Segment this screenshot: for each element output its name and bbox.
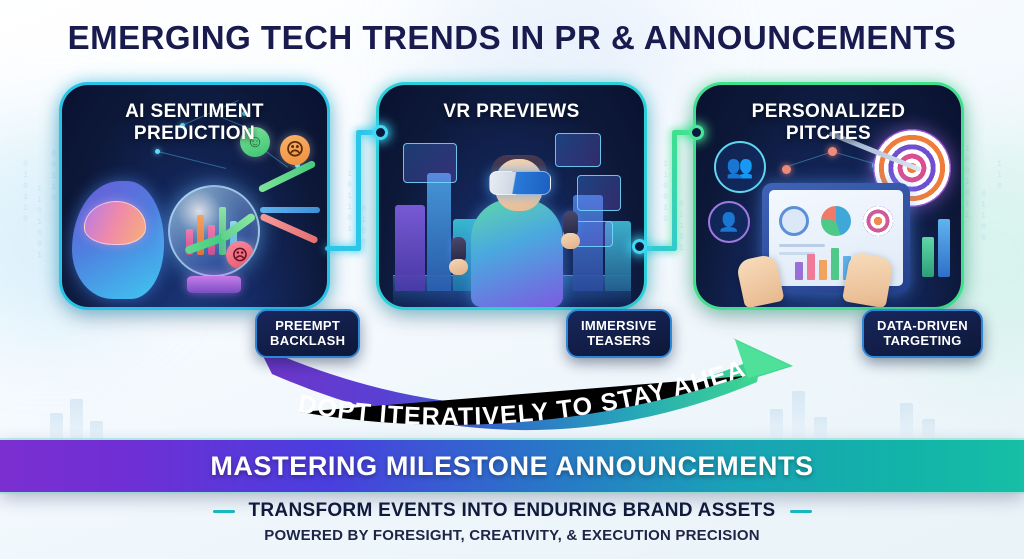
ball-bar: [230, 221, 237, 255]
page-title: EMERGING TECH TRENDS IN PR & ANNOUNCEMEN…: [67, 19, 957, 56]
connector-segment: [356, 130, 384, 135]
vr-user-hand: [561, 233, 580, 249]
vr-user-body: [471, 199, 563, 307]
down-arrow-icon: [259, 212, 319, 245]
connector-segment: [325, 246, 361, 251]
connector-segment: [642, 246, 676, 251]
connector-card2-card3: [632, 118, 704, 278]
profile-avatar-icon: [779, 206, 809, 236]
badge-preempt-backlash[interactable]: PREEMPT BACKLASH: [255, 309, 361, 359]
ball-bar: [186, 229, 193, 255]
footer: TRANSFORM EVENTS INTO ENDURING BRAND ASS…: [0, 500, 1024, 544]
footer-line2: POWERED BY FORESIGHT, CREATIVITY, & EXEC…: [264, 527, 760, 544]
trend-point-icon: [828, 147, 837, 156]
sad-face-icon: ☹: [226, 241, 254, 269]
happy-face-icon: ☺: [240, 127, 270, 157]
ball-bar: [197, 215, 204, 255]
donut-chart-icon: [821, 206, 851, 236]
city-building: [605, 221, 631, 291]
card1-title: AI SENTIMENT PREDICTION: [125, 101, 264, 144]
hologram-panel: [403, 143, 457, 183]
dash-right-icon: [789, 509, 812, 513]
network-node-icon: [155, 149, 160, 154]
card-personalized-pitches[interactable]: 👥 👤: [696, 85, 961, 307]
badge-immersive-teasers[interactable]: IMMERSIVE TEASERS: [566, 309, 672, 359]
hologram-cube: [577, 175, 621, 211]
vr-user-hand: [449, 259, 468, 275]
card1-artwork: ☹ ☺ ☹: [62, 85, 327, 307]
footer-line1: TRANSFORM EVENTS INTO ENDURING BRAND ASS…: [248, 500, 776, 521]
cards-row: ☹ ☺ ☹ AI SENTIMENT PREDICTION: [0, 85, 1024, 340]
connector-segment: [356, 132, 361, 251]
audience-group-icon: 👥: [714, 141, 766, 193]
vr-controller-icon: [451, 237, 466, 263]
connector-segment: [672, 130, 700, 135]
crystal-ball-stand: [187, 276, 241, 293]
network-node-icon: [242, 111, 247, 116]
connector-segment: [672, 132, 677, 251]
city-building: [395, 205, 425, 291]
card-ai-sentiment-prediction[interactable]: ☹ ☺ ☹ AI SENTIMENT PREDICTION: [62, 85, 327, 307]
mini-bar: [819, 260, 827, 280]
connector-node-icon: [373, 125, 388, 140]
bar-chart-bar: [938, 219, 950, 277]
network-node-icon: [180, 123, 185, 128]
mini-bar: [795, 262, 803, 280]
mini-target-icon: [863, 206, 893, 236]
text-line: [779, 252, 815, 255]
crystal-ball-icon: ☹: [168, 185, 260, 277]
connector-node-icon: [632, 239, 647, 254]
badge-data-driven-targeting[interactable]: DATA-DRIVEN TARGETING: [862, 309, 983, 359]
banner-title: MASTERING MILESTONE ANNOUNCEMENTS: [210, 450, 814, 481]
up-arrow-icon: [257, 159, 317, 194]
bar-chart-bar: [922, 237, 934, 277]
vr-controller-icon: [563, 211, 578, 237]
card3-artwork: 👥 👤: [696, 85, 961, 307]
arrow-head-highlight: [735, 340, 790, 378]
trend-line: [783, 150, 834, 168]
mini-bar: [807, 254, 815, 280]
mini-bar: [831, 248, 839, 280]
vr-headset-icon: [489, 171, 551, 195]
neutral-sad-face-icon: ☹: [280, 135, 310, 165]
connector-node-icon: [689, 125, 704, 140]
card2-artwork: [379, 85, 644, 307]
flat-arrow-icon: [260, 207, 320, 213]
city-building: [427, 173, 451, 291]
text-line: [779, 244, 825, 247]
arrow-band: [258, 346, 762, 431]
bottom-banner: MASTERING MILESTONE ANNOUNCEMENTS: [0, 440, 1024, 492]
brain-icon: [84, 201, 146, 245]
network-node-icon: [295, 163, 300, 168]
trend-line: [831, 151, 877, 165]
trend-point-icon: [782, 165, 791, 174]
audience-person-icon: 👤: [708, 201, 750, 243]
ball-bar: [219, 207, 226, 255]
card2-title: VR PREVIEWS: [443, 101, 580, 122]
footer-line1-row: TRANSFORM EVENTS INTO ENDURING BRAND ASS…: [0, 500, 1024, 522]
dash-left-icon: [212, 509, 235, 513]
network-line: [157, 151, 227, 169]
hand-pointing-finger: [841, 251, 895, 307]
hologram-panel: [555, 133, 601, 167]
connector-card1-card2: [325, 118, 388, 278]
card3-title: PERSONALIZED PITCHES: [751, 101, 906, 144]
card-vr-previews[interactable]: VR PREVIEWS: [379, 85, 644, 307]
